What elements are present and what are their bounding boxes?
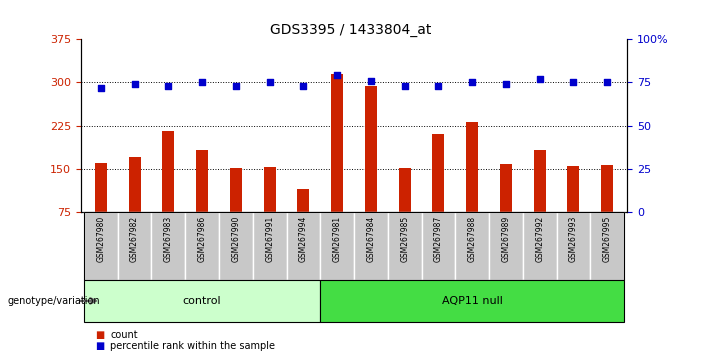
Text: GSM267984: GSM267984 [367, 216, 375, 262]
Bar [421, 212, 455, 280]
Text: GSM267993: GSM267993 [569, 216, 578, 262]
Text: GSM267992: GSM267992 [535, 216, 544, 262]
Bar [332, 74, 343, 212]
Bar [230, 168, 242, 212]
Point [467, 80, 478, 85]
Text: GSM267986: GSM267986 [198, 216, 207, 262]
Bar [253, 212, 287, 280]
Text: GSM267995: GSM267995 [603, 216, 612, 262]
Text: ■: ■ [95, 330, 104, 340]
Bar [320, 280, 624, 322]
Bar [365, 86, 377, 212]
Bar [84, 280, 320, 322]
Text: GSM267991: GSM267991 [265, 216, 274, 262]
Bar [354, 212, 388, 280]
Bar [320, 212, 354, 280]
Point [365, 78, 376, 84]
Point [264, 80, 275, 85]
Point [501, 81, 512, 87]
Text: count: count [110, 330, 137, 340]
Text: AQP11 null: AQP11 null [442, 296, 503, 306]
Bar [455, 212, 489, 280]
Bar [297, 189, 309, 212]
Text: GSM267981: GSM267981 [333, 216, 341, 262]
Bar [557, 212, 590, 280]
Bar [129, 158, 140, 212]
Bar [466, 122, 478, 212]
Bar [568, 166, 579, 212]
Point [95, 85, 107, 90]
Bar [151, 212, 185, 280]
Text: GSM267994: GSM267994 [299, 216, 308, 262]
Point [230, 83, 241, 88]
Bar [185, 212, 219, 280]
Text: ■: ■ [95, 341, 104, 351]
Bar [489, 212, 523, 280]
Point [601, 80, 613, 85]
Bar [196, 150, 208, 212]
Point [196, 80, 207, 85]
Text: GDS3395 / 1433804_at: GDS3395 / 1433804_at [270, 23, 431, 37]
Bar [500, 164, 512, 212]
Bar [264, 167, 275, 212]
Bar [533, 150, 545, 212]
Text: GSM267985: GSM267985 [400, 216, 409, 262]
Point [129, 81, 140, 87]
Point [399, 83, 410, 88]
Text: GSM267980: GSM267980 [96, 216, 105, 262]
Bar [399, 168, 411, 212]
Text: GSM267989: GSM267989 [501, 216, 510, 262]
Bar [95, 163, 107, 212]
Bar [163, 131, 175, 212]
Bar [287, 212, 320, 280]
Bar [118, 212, 151, 280]
Bar [388, 212, 421, 280]
Bar [219, 212, 253, 280]
Text: GSM267987: GSM267987 [434, 216, 443, 262]
Point [534, 76, 545, 82]
Bar [601, 165, 613, 212]
Bar [523, 212, 557, 280]
Bar [590, 212, 624, 280]
Point [568, 80, 579, 85]
Text: genotype/variation: genotype/variation [7, 296, 100, 306]
Point [332, 73, 343, 78]
Point [433, 83, 444, 88]
Bar [84, 212, 118, 280]
Text: control: control [183, 296, 222, 306]
Text: percentile rank within the sample: percentile rank within the sample [110, 341, 275, 351]
Text: GSM267990: GSM267990 [231, 216, 240, 262]
Bar [433, 135, 444, 212]
Point [163, 83, 174, 88]
Point [298, 83, 309, 88]
Text: GSM267982: GSM267982 [130, 216, 139, 262]
Text: GSM267988: GSM267988 [468, 216, 477, 262]
Text: GSM267983: GSM267983 [164, 216, 173, 262]
